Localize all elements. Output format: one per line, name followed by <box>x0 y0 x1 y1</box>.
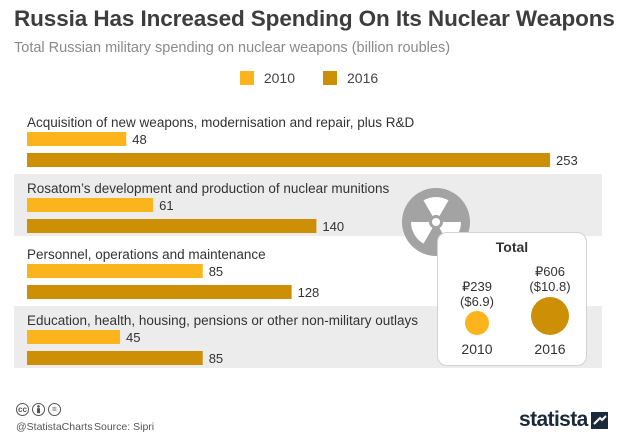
category-label: Acquisition of new weapons, modernisatio… <box>27 115 414 130</box>
bar-value-label: 85 <box>209 351 223 366</box>
bar-2010 <box>27 330 121 344</box>
bar-value-label: 48 <box>132 132 146 147</box>
total-2016-circle <box>531 297 569 335</box>
legend-item-2016: 2016 <box>323 70 378 86</box>
radiation-blade <box>423 197 449 216</box>
bar-2010 <box>27 132 127 146</box>
chart-title: Russia Has Increased Spending On Its Nuc… <box>14 6 615 31</box>
cc-icon: cc <box>16 403 29 416</box>
category-label: Rosatom’s development and production of … <box>27 181 389 196</box>
legend-item-2010: 2010 <box>239 70 295 86</box>
license-icons: cc = <box>16 403 61 416</box>
bar-value-label: 85 <box>209 264 223 279</box>
bar-2016 <box>27 285 292 299</box>
bar-value-label: 253 <box>556 153 578 168</box>
bar-value-label: 61 <box>159 198 173 213</box>
bar-2010 <box>27 198 154 212</box>
category-label: Education, health, housing, pensions or … <box>27 313 418 328</box>
total-2016-rub: ₽606 <box>535 264 565 279</box>
footer-handle[interactable]: @StatistaCharts <box>16 421 93 433</box>
bar-value-label: 45 <box>126 330 140 345</box>
total-box: Total ₽239 ($6.9) 2010 ₽606 ($10.8) 2016 <box>437 232 587 366</box>
bar-2016 <box>27 219 317 233</box>
legend-swatch-2010 <box>239 71 254 85</box>
total-2016-usd: ($10.8) <box>529 279 571 294</box>
total-2010-year: 2010 <box>461 341 493 357</box>
bar-value-label: 128 <box>298 285 320 300</box>
total-2010-usd: ($6.9) <box>460 294 494 309</box>
nd-icon: = <box>48 403 61 416</box>
logo-text: statista <box>519 408 588 431</box>
category-label: Personnel, operations and maintenance <box>27 247 266 262</box>
bar-chart: Acquisition of new weapons, modernisatio… <box>27 115 578 366</box>
logo-icon <box>590 411 608 429</box>
total-title: Total <box>495 239 529 255</box>
bar-2010 <box>27 264 203 278</box>
radiation-blade <box>411 222 433 244</box>
chart-subtitle: Total Russian military spending on nucle… <box>14 40 451 56</box>
by-icon <box>32 403 45 416</box>
statista-logo[interactable]: statista <box>519 408 608 432</box>
bar-value-label: 140 <box>322 219 344 234</box>
total-2010-circle <box>465 311 489 335</box>
legend: 2010 2016 <box>0 68 618 88</box>
total-2010-rub: ₽239 <box>462 279 492 294</box>
bar-2016 <box>27 153 550 167</box>
legend-swatch-2016 <box>323 71 337 85</box>
legend-label-2010: 2010 <box>263 70 295 86</box>
legend-label-2016: 2016 <box>347 70 379 86</box>
footer-source: Source: Sipri <box>94 421 155 433</box>
total-2016-year: 2016 <box>534 341 566 357</box>
bar-2016 <box>27 351 203 365</box>
